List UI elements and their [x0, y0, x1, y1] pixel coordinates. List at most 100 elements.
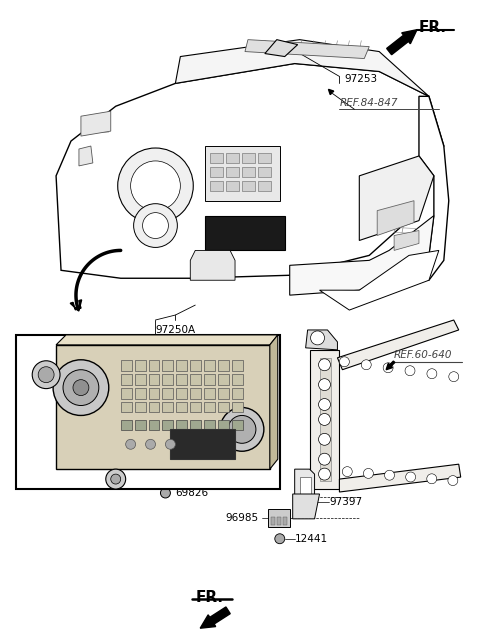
Bar: [232, 360, 243, 371]
Circle shape: [32, 361, 60, 388]
Bar: [226, 167, 239, 177]
Polygon shape: [190, 250, 235, 280]
Bar: [176, 421, 187, 430]
Polygon shape: [320, 358, 332, 481]
Polygon shape: [293, 494, 320, 519]
Bar: [218, 388, 229, 399]
Bar: [218, 374, 229, 385]
Bar: [120, 401, 132, 412]
FancyArrow shape: [200, 607, 230, 628]
Bar: [176, 388, 187, 399]
Polygon shape: [175, 40, 429, 96]
Text: REF.84-847: REF.84-847: [339, 98, 398, 108]
Circle shape: [133, 204, 178, 248]
Circle shape: [384, 470, 395, 480]
Bar: [210, 181, 223, 191]
Bar: [232, 388, 243, 399]
Bar: [271, 517, 275, 525]
Bar: [210, 167, 223, 177]
Text: FR.: FR.: [195, 590, 223, 606]
Polygon shape: [306, 330, 337, 350]
Circle shape: [145, 439, 156, 449]
Text: 69826: 69826: [175, 488, 208, 498]
Circle shape: [106, 469, 126, 489]
Bar: [226, 153, 239, 163]
Polygon shape: [300, 477, 311, 494]
Circle shape: [126, 439, 136, 449]
Bar: [258, 153, 271, 163]
Circle shape: [406, 472, 416, 482]
Text: 96985: 96985: [225, 513, 258, 523]
Text: 97265H: 97265H: [29, 340, 70, 350]
Text: 97250A: 97250A: [156, 325, 195, 335]
Circle shape: [319, 379, 330, 390]
Polygon shape: [337, 320, 459, 370]
Polygon shape: [360, 156, 434, 240]
Circle shape: [38, 367, 54, 383]
Bar: [148, 388, 159, 399]
Bar: [204, 388, 215, 399]
Circle shape: [319, 413, 330, 426]
Bar: [162, 360, 173, 371]
Bar: [134, 374, 145, 385]
Bar: [277, 517, 281, 525]
Polygon shape: [339, 464, 461, 492]
Bar: [190, 401, 201, 412]
Text: REF.60-640: REF.60-640: [394, 350, 453, 360]
Bar: [242, 167, 255, 177]
FancyArrow shape: [386, 361, 395, 370]
Circle shape: [383, 363, 393, 373]
Polygon shape: [265, 40, 298, 57]
Circle shape: [63, 370, 99, 406]
Bar: [190, 388, 201, 399]
Circle shape: [342, 467, 352, 476]
Bar: [162, 388, 173, 399]
Text: FR.: FR.: [419, 20, 447, 35]
Polygon shape: [79, 146, 93, 166]
FancyArrow shape: [328, 89, 334, 95]
Polygon shape: [320, 250, 439, 310]
Bar: [204, 374, 215, 385]
Bar: [242, 153, 255, 163]
Bar: [242, 181, 255, 191]
Circle shape: [311, 331, 324, 345]
Bar: [162, 401, 173, 412]
Text: 97265H: 97265H: [29, 422, 70, 432]
Circle shape: [405, 366, 415, 376]
Circle shape: [53, 360, 109, 415]
Bar: [258, 167, 271, 177]
Bar: [170, 430, 235, 459]
Circle shape: [427, 474, 437, 484]
Bar: [204, 421, 215, 430]
Circle shape: [228, 415, 256, 443]
Circle shape: [319, 468, 330, 480]
Bar: [232, 401, 243, 412]
Polygon shape: [205, 146, 280, 201]
Bar: [148, 421, 159, 430]
Bar: [204, 401, 215, 412]
Circle shape: [166, 439, 175, 449]
Bar: [226, 181, 239, 191]
FancyArrow shape: [70, 300, 82, 311]
Bar: [210, 153, 223, 163]
Polygon shape: [56, 64, 444, 278]
Circle shape: [449, 372, 459, 382]
Bar: [258, 181, 271, 191]
Circle shape: [319, 359, 330, 371]
Bar: [176, 374, 187, 385]
Circle shape: [131, 161, 180, 211]
Polygon shape: [270, 335, 278, 469]
Bar: [204, 360, 215, 371]
Circle shape: [319, 433, 330, 446]
Circle shape: [220, 408, 264, 451]
Circle shape: [118, 148, 193, 224]
Bar: [120, 360, 132, 371]
Polygon shape: [377, 201, 414, 235]
Bar: [148, 401, 159, 412]
Circle shape: [427, 368, 437, 379]
Circle shape: [160, 488, 170, 498]
Polygon shape: [419, 96, 449, 280]
Bar: [134, 421, 145, 430]
Bar: [176, 401, 187, 412]
Circle shape: [111, 474, 120, 484]
